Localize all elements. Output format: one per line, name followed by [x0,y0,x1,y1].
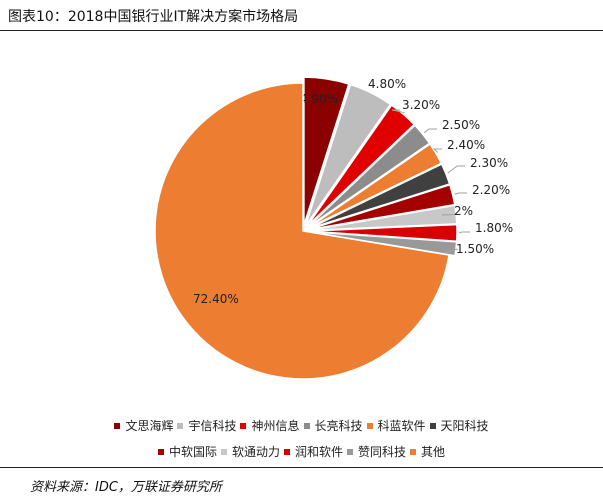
legend-item: 长亮科技 [303,417,363,434]
footer-divider [0,467,603,468]
legend-swatch [283,448,290,455]
title-divider [0,30,603,31]
pie-slice [308,163,451,230]
leader-line [454,192,467,195]
pie-slice [306,104,416,227]
legend-row: 中软国际 软通动力 润和软件 赞同科技 其他 [0,443,603,460]
data-label: 2.40% [447,138,485,152]
pie-slice [303,76,350,226]
legend-label: 科蓝软件 [377,419,426,433]
source-note: 资料来源：IDC，万联证券研究所 [30,480,222,495]
legend-label: 宇信科技 [188,419,237,433]
legend-swatch [114,422,121,429]
legend-item: 天阳科技 [429,417,489,434]
data-label: 3.20% [402,98,440,112]
legend-label: 长亮科技 [314,419,363,433]
data-label: 72.40% [193,292,239,306]
pie-slice [304,83,392,227]
legend-label: 赞同科技 [358,445,407,459]
legend-item: 中软国际 [157,443,217,460]
leader-line [432,148,442,153]
legend-item: 神州信息 [240,417,300,434]
leader-line [391,109,405,114]
data-label: 4.90% [300,92,338,106]
data-label: 1.50% [456,242,494,256]
data-label: 2% [454,204,473,218]
pie-slice [308,183,456,231]
legend-swatch [410,448,417,455]
legend-label: 中软国际 [168,445,217,459]
legend-swatch [366,422,373,429]
legend-swatch [177,422,184,429]
legend-swatch [347,448,353,455]
legend-label: 神州信息 [251,419,300,433]
legend-label: 天阳科技 [440,419,489,433]
data-label: 2.30% [470,156,508,170]
leader-line [423,128,437,134]
pie-slice [307,124,431,228]
legend-item: 宇信科技 [177,417,236,434]
legend-item: 其他 [410,443,445,460]
legend-item: 赞同科技 [347,443,406,460]
legend-swatch [429,422,436,429]
chart-title: 图表10：2018中国银行业IT解决方案市场格局 [8,9,299,25]
legend-row: 文思海辉 宇信科技 神州信息 长亮科技 科蓝软件 天阳科技 [0,417,603,434]
legend-swatch [240,422,247,429]
leader-line [442,248,459,253]
leader-line [447,165,465,174]
data-label: 2.20% [472,183,510,197]
data-label: 4.80% [368,77,406,91]
legend-label: 软通动力 [231,445,280,459]
leader-line [441,213,459,216]
data-label: 1.80% [475,221,513,235]
data-label: 2.50% [442,118,480,132]
legend-label: 其他 [421,445,446,459]
chart-legend: 文思海辉 宇信科技 神州信息 长亮科技 科蓝软件 天阳科技 中软国际 软通动力 润和软件 赞同科… [0,417,603,469]
legend-swatch [157,448,164,455]
legend-label: 润和软件 [294,445,343,459]
leader-line [458,231,470,234]
legend-item: 科蓝软件 [366,417,426,434]
legend-item: 软通动力 [220,443,280,460]
legend-swatch [220,448,227,455]
pie-slice [307,142,443,229]
legend-swatch [303,422,310,429]
legend-item: 润和软件 [283,443,343,460]
legend-item: 文思海辉 [114,417,173,434]
pie-slice [154,82,450,380]
legend-label: 文思海辉 [125,419,174,433]
